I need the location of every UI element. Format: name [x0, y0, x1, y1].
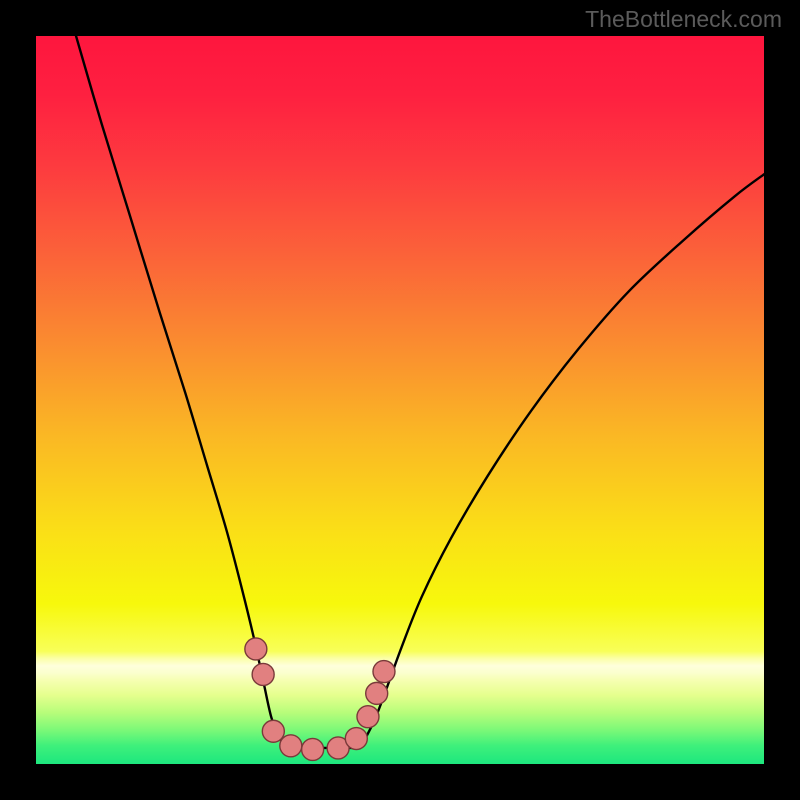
curve-right: [360, 174, 764, 748]
curve-layer: [36, 36, 764, 764]
data-marker: [345, 728, 367, 750]
plot-frame: [36, 36, 764, 764]
data-marker: [280, 735, 302, 757]
chart-stage: TheBottleneck.com: [0, 0, 800, 800]
data-marker: [262, 720, 284, 742]
attribution-text: TheBottleneck.com: [585, 6, 782, 33]
data-marker: [245, 638, 267, 660]
data-marker: [252, 663, 274, 685]
data-marker: [357, 706, 379, 728]
data-marker: [373, 661, 395, 683]
data-marker: [366, 682, 388, 704]
data-marker: [302, 738, 324, 760]
